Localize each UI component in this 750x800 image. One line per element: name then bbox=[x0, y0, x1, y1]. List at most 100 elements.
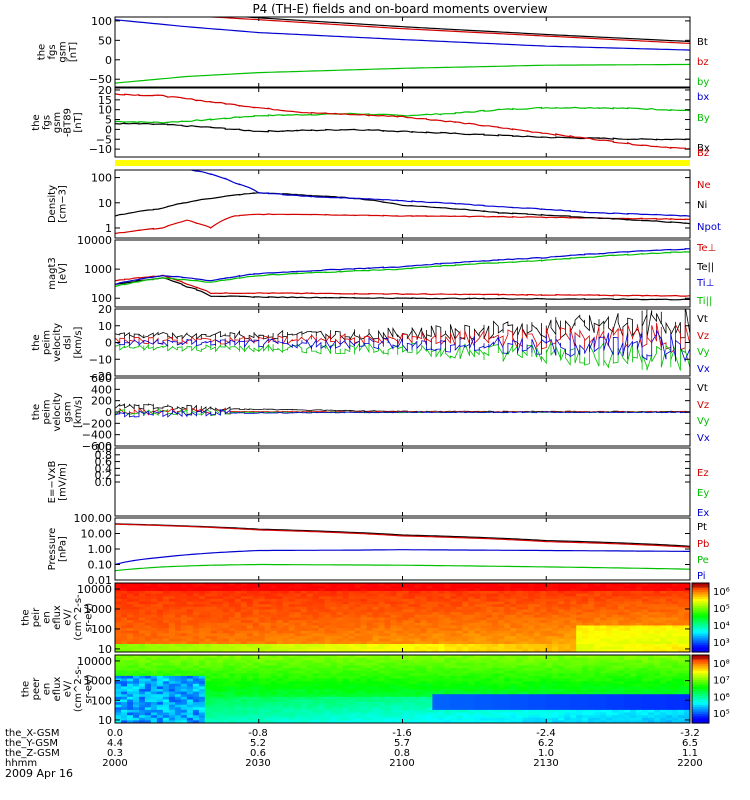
legend-Ex: Ex bbox=[697, 508, 709, 519]
y-axis-label: [nT] bbox=[73, 112, 84, 132]
y-axis-label: peim bbox=[42, 399, 53, 424]
ephemeris-value: 5.7 bbox=[394, 738, 410, 749]
date-label: 2009 Apr 16 bbox=[5, 767, 73, 780]
y-axis-label: [eV] bbox=[57, 263, 68, 284]
ephemeris-value: 4.4 bbox=[107, 738, 123, 749]
y-axis-label: en bbox=[42, 683, 53, 696]
colorbar-tick-label: 10⁸ bbox=[713, 659, 730, 670]
legend-Bz: Bz bbox=[697, 148, 709, 159]
y-axis-label: velocity bbox=[52, 392, 63, 431]
y-axis-label: the bbox=[31, 114, 42, 130]
y-axis-label: velocity bbox=[52, 323, 63, 362]
y-axis-label: sr-eV) bbox=[84, 603, 95, 632]
y-tick-label: 0.6 bbox=[95, 456, 113, 469]
y-tick-label: −20 bbox=[89, 370, 112, 383]
legend-Ni: Ni bbox=[697, 200, 707, 211]
ephemeris-label: the_Z-GSM bbox=[5, 748, 60, 759]
y-tick-label: 10 bbox=[98, 104, 112, 117]
y-tick-label: 10 bbox=[98, 714, 112, 727]
temperature-series-1 bbox=[115, 277, 690, 301]
y-axis-label: eflux bbox=[52, 677, 63, 702]
y-tick-label: −400 bbox=[82, 429, 112, 442]
elec_spec-image bbox=[115, 655, 690, 723]
y-tick-label: 100 bbox=[91, 694, 112, 707]
y-tick-label: 400 bbox=[91, 383, 112, 396]
y-tick-label: 5 bbox=[105, 114, 112, 127]
legend-By: By bbox=[697, 113, 710, 124]
fgs_gsm-series-3 bbox=[115, 19, 690, 51]
ephemeris-value: 6.5 bbox=[682, 738, 698, 749]
y-axis-label: magt3 bbox=[47, 257, 58, 290]
velocity_perm-series-2 bbox=[115, 341, 690, 371]
y-axis-label: Density bbox=[47, 185, 58, 223]
fgs_gsm-series-1 bbox=[202, 17, 690, 44]
velocity_gsm-series-3 bbox=[115, 409, 690, 418]
y-axis-label: [nPa] bbox=[57, 536, 68, 562]
legend-Pt: Pt bbox=[697, 522, 707, 533]
ion_spec-panel: 10⁶ 10⁵ 10⁴ 10³ 10000 1000 100 10 the peir en eflux… bbox=[21, 582, 730, 656]
y-axis-label: (cm^2-s- bbox=[73, 594, 84, 641]
y-axis-label: eflux bbox=[52, 605, 63, 630]
colorbar-tick-label: 10⁶ bbox=[713, 692, 730, 703]
fgs_gsm-panel: 100 50 0 −50 the fgs gsm [nT] Bt bz by bx bbox=[36, 15, 709, 103]
y-tick-label: 1000 bbox=[84, 675, 112, 688]
ephemeris-value: 5.2 bbox=[250, 738, 266, 749]
y-axis-label: eV/ bbox=[63, 609, 74, 626]
y-tick-label: 0 bbox=[105, 54, 112, 67]
ephemeris-value: 2030 bbox=[245, 758, 270, 769]
legend-Te||: Te|| bbox=[696, 262, 714, 273]
fgs_dsl-series-2 bbox=[115, 93, 690, 150]
y-axis-label: peir bbox=[31, 607, 42, 627]
efield-frame bbox=[114, 447, 691, 517]
legend-Npot: Npot bbox=[697, 222, 721, 233]
pressure-series-3 bbox=[115, 549, 690, 566]
flag-panel bbox=[115, 160, 690, 166]
y-axis-label: eV/ bbox=[63, 680, 74, 697]
y-tick-label: 0.8 bbox=[95, 449, 113, 462]
temperature-series-0 bbox=[115, 274, 690, 297]
density-panel: 100 10 1 Density [cm−3] Ne Ni Npot bbox=[47, 169, 721, 239]
elec_spec-colorbar: 10⁸ 10⁷ 10⁶ 10⁵ bbox=[691, 654, 730, 724]
y-tick-label: 100 bbox=[91, 172, 112, 185]
legend-Vx: Vx bbox=[697, 364, 710, 375]
density-series-2 bbox=[191, 170, 690, 217]
ephemeris-value: -1.6 bbox=[392, 728, 412, 739]
ephemeris-value: -2.4 bbox=[536, 728, 556, 739]
legend-Vz: Vz bbox=[697, 331, 709, 342]
y-tick-label: 10000 bbox=[77, 234, 112, 247]
density-series-0 bbox=[115, 213, 690, 235]
y-axis-label: en bbox=[42, 611, 53, 624]
y-tick-label: 0 bbox=[105, 337, 112, 350]
ephemeris-value: 2130 bbox=[533, 758, 558, 769]
legend-Pi: Pi bbox=[697, 571, 706, 582]
y-tick-label: 20 bbox=[98, 303, 112, 316]
y-tick-label: 0.0 bbox=[95, 476, 113, 489]
y-axis-label: fgs bbox=[42, 115, 53, 130]
y-axis-label: the bbox=[21, 681, 32, 697]
y-axis-label: peim bbox=[42, 330, 53, 355]
y-tick-label: 1.0 bbox=[95, 442, 113, 455]
legend-Ey: Ey bbox=[697, 488, 709, 499]
ephemeris-label: hhmm bbox=[5, 758, 37, 769]
plot-title: P4 (TH-E) fields and on-board moments ov… bbox=[252, 2, 547, 16]
y-axis-label: gsm bbox=[52, 112, 63, 133]
fgs_gsm-series-2 bbox=[115, 63, 690, 84]
y-tick-label: 0.2 bbox=[95, 469, 113, 482]
y-tick-label: 10.00 bbox=[81, 528, 113, 541]
legend-Ne: Ne bbox=[697, 180, 711, 191]
colorbar-tick-label: 10⁷ bbox=[713, 676, 730, 687]
legend-Vt: Vt bbox=[697, 314, 708, 325]
temperature-series-3 bbox=[115, 251, 690, 288]
ephemeris-value: 0.8 bbox=[394, 748, 410, 759]
y-tick-label: 1000 bbox=[84, 263, 112, 276]
y-tick-label: 1 bbox=[105, 222, 112, 235]
fgs_dsl-series-1 bbox=[115, 122, 690, 141]
y-axis-label: fgs bbox=[47, 44, 58, 59]
ephemeris-value: 2200 bbox=[677, 758, 702, 769]
ephemeris-value: -3.2 bbox=[680, 728, 700, 739]
legend-bx: bx bbox=[697, 92, 709, 103]
y-tick-label: 0 bbox=[105, 123, 112, 136]
ephemeris-value: -0.8 bbox=[248, 728, 268, 739]
